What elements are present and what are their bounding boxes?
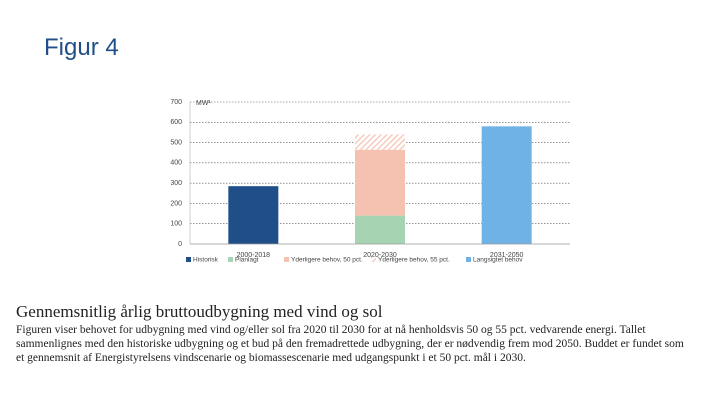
legend-swatch bbox=[284, 257, 289, 262]
bar-segment bbox=[355, 215, 405, 244]
legend-swatch bbox=[186, 257, 191, 262]
y-tick-label: 300 bbox=[170, 180, 182, 187]
y-tick-label: 0 bbox=[178, 241, 182, 248]
bar-segment bbox=[228, 186, 279, 244]
y-tick-label: 100 bbox=[170, 221, 182, 228]
y-tick-label: 600 bbox=[170, 119, 182, 126]
legend-label: Historisk bbox=[193, 257, 219, 264]
x-tick-label: 2000-2018 bbox=[237, 252, 271, 259]
legend-swatch bbox=[228, 257, 233, 262]
legend-label: Langsigtet behov bbox=[473, 257, 523, 264]
figure-label: Figur 4 bbox=[44, 34, 119, 61]
chart: MW¹ 0 100 200 300 400 500 600 700 2000-2018 2020-… bbox=[170, 99, 570, 264]
y-tick-label: 200 bbox=[170, 200, 182, 207]
legend-label: Planlagt bbox=[235, 257, 259, 264]
bar-segment bbox=[481, 126, 532, 244]
caption-title: Gennemsnitlig årlig bruttoudbygning med … bbox=[16, 302, 383, 321]
bar-segment bbox=[355, 149, 405, 216]
caption-text: Figuren viser behovet for udbygning med … bbox=[16, 324, 684, 364]
y-tick-label: 400 bbox=[170, 160, 182, 167]
legend-label: Yderligere behov, 55 pct. bbox=[378, 257, 450, 264]
x-tick-label: 2031-2050 bbox=[490, 252, 524, 259]
y-tick-label: 500 bbox=[170, 139, 182, 146]
legend-swatch bbox=[466, 257, 471, 262]
bar-segment bbox=[355, 134, 405, 150]
legend-swatch bbox=[371, 257, 376, 262]
x-tick-label: 2020-2030 bbox=[363, 252, 397, 259]
y-unit-label: MW¹ bbox=[196, 100, 211, 107]
y-tick-label: 700 bbox=[170, 99, 182, 106]
legend-label: Yderligere behov, 50 pct. bbox=[291, 257, 363, 264]
